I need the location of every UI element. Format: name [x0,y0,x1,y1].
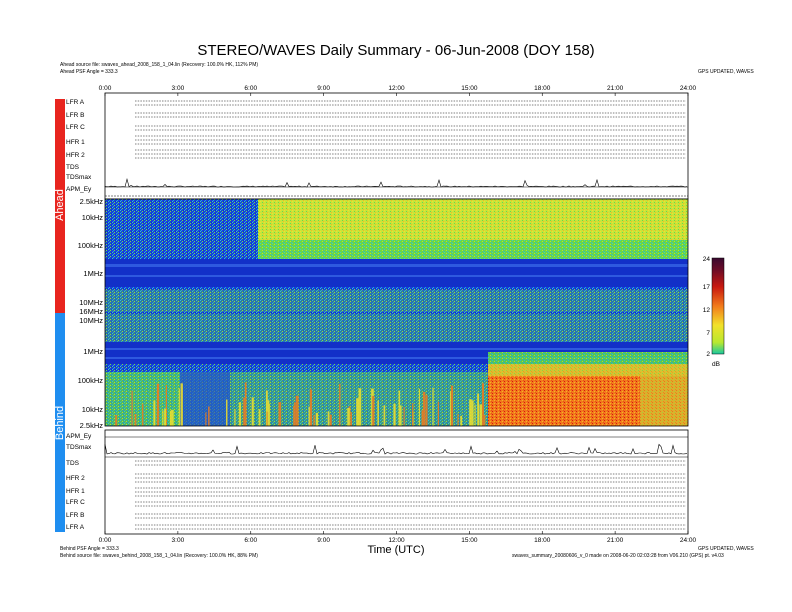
ahead-spectrogram [105,199,688,314]
behind-row-hfr-2: HFR 2 [66,475,85,482]
behind-empty-rows [135,460,686,530]
behind-spectrogram [105,314,688,426]
colorbar: 24 17 12 7 2 dB [703,256,725,368]
x-tick-label: 18:00 [534,537,551,544]
ahead-freq-axis: 2.5kHz 10kHz 100kHz 1MHz 10MHz 16MHz [78,197,104,316]
colorbar-tick: 24 [703,256,711,263]
ahead-freq-tick: 2.5kHz [80,197,104,206]
spectrogram-frame [104,198,689,427]
ahead-freq-tick: 1MHz [83,269,103,278]
behind-tds-trace [104,436,688,458]
behind-row-lfr-c: LFR C [66,499,85,506]
x-axis-label: Time (UTC) [367,544,424,556]
x-tick-label: 0:00 [99,85,112,92]
behind-row-hfr-1: HFR 1 [66,488,85,495]
colorbar-tick: 7 [706,330,710,337]
x-tick-label: 12:00 [388,537,405,544]
ahead-freq-tick: 100kHz [78,241,104,250]
behind-freq-tick: 10kHz [82,405,104,414]
ahead-row-hfr-1: HFR 1 [66,139,85,146]
behind-freq-tick: 100kHz [78,376,104,385]
ahead-freq-tick: 10MHz [79,298,103,307]
ahead-freq-tick: 10kHz [82,213,104,222]
ahead-row-tds: TDS [66,164,79,171]
ahead-psf-angle: Ahead PSF Angle = 333.3 [60,69,118,75]
processing-note: swaves_summary_20080606_v_0 made on 2008… [512,553,724,559]
ahead-row-lfr-b: LFR B [66,112,85,119]
ahead-source-file: Ahead source file: swaves_ahead_2008_158… [60,62,259,68]
colorbar-tick: 17 [703,284,711,291]
x-tick-label: 15:00 [461,537,478,544]
colorbar-tick: 12 [703,307,711,314]
behind-sidebar: Behind [54,313,66,532]
x-ticks-bottom: 0:00 3:00 6:00 9:00 12:00 15:00 18:00 21:00 24:0… [99,531,697,544]
ahead-empty-rows [135,100,686,159]
behind-freq-tick: 10MHz [79,316,103,325]
x-tick-label: 3:00 [172,537,185,544]
ahead-row-apm-ey: APM_Ey [66,186,92,193]
x-tick-label: 9:00 [317,537,330,544]
colorbar-label: dB [712,361,720,368]
behind-row-tds: TDS [66,460,79,467]
x-tick-label: 6:00 [244,537,257,544]
ahead-freq-tick: 16MHz [79,307,103,316]
x-tick-label: 21:00 [607,85,624,92]
x-tick-label: 24:00 [680,85,697,92]
behind-row-apm-ey: APM_Ey [66,433,92,440]
ahead-row-lfr-c: LFR C [66,124,85,131]
ahead-quiet-band [105,259,688,287]
ahead-row-lfr-a: LFR A [66,99,85,106]
ahead-timeseries-frame [104,92,689,200]
x-tick-label: 6:00 [244,85,257,92]
behind-row-lfr-a: LFR A [66,524,85,531]
ahead-row-tdsmax: TDSmax [66,174,92,181]
x-tick-label: 18:00 [534,85,551,92]
x-tick-label: 24:00 [680,537,697,544]
behind-gps-note: GPS UPDATED, WAVES [698,546,754,552]
x-ticks-top: 0:00 3:00 6:00 9:00 12:00 15:00 18:00 21:00 24:0… [99,85,697,96]
colorbar-tick: 2 [706,351,710,358]
behind-freq-axis: 10MHz 1MHz 100kHz 10kHz 2.5kHz [78,316,104,430]
page-title: STEREO/WAVES Daily Summary - 06-Jun-2008… [197,42,595,59]
x-tick-label: 0:00 [99,537,112,544]
behind-psf-angle: Behind PSF Angle = 333.3 [60,546,119,552]
behind-row-tdsmax: TDSmax [66,444,92,451]
behind-row-lfr-b: LFR B [66,512,85,519]
x-tick-label: 15:00 [461,85,478,92]
ahead-row-hfr-2: HFR 2 [66,152,85,159]
behind-freq-tick: 2.5kHz [80,421,104,430]
behind-source-file: Behind source file: swaves_behind_2008_1… [60,553,258,559]
x-tick-label: 9:00 [317,85,330,92]
behind-freq-tick: 1MHz [83,347,103,356]
x-tick-label: 12:00 [388,85,405,92]
ahead-gps-note: GPS UPDATED, WAVES [698,69,754,75]
ahead-sidebar: Ahead [54,99,66,313]
ahead-tds-trace [104,178,688,197]
x-tick-label: 21:00 [607,537,624,544]
x-tick-label: 3:00 [172,85,185,92]
